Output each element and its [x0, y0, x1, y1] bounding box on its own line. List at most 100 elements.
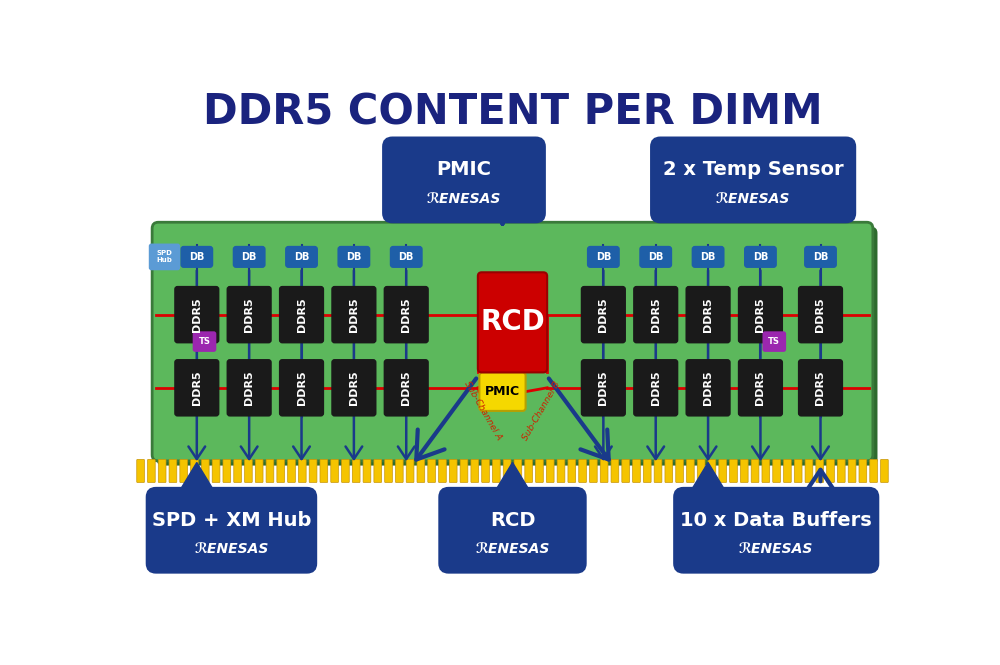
FancyBboxPatch shape: [331, 460, 338, 483]
Text: TS: TS: [768, 337, 780, 346]
FancyBboxPatch shape: [665, 460, 673, 483]
FancyBboxPatch shape: [764, 332, 785, 351]
FancyBboxPatch shape: [309, 460, 317, 483]
Text: DB: DB: [648, 252, 663, 262]
Polygon shape: [487, 221, 518, 222]
FancyBboxPatch shape: [460, 460, 468, 483]
Text: DDR5: DDR5: [816, 297, 826, 332]
Text: DDR5: DDR5: [651, 297, 661, 332]
Text: DB: DB: [700, 252, 716, 262]
Text: DDR5: DDR5: [598, 370, 608, 405]
Text: DDR5: DDR5: [816, 370, 826, 405]
Text: DDR5: DDR5: [349, 370, 359, 405]
FancyBboxPatch shape: [622, 460, 630, 483]
Text: DDR5: DDR5: [651, 370, 661, 405]
FancyBboxPatch shape: [255, 460, 263, 483]
FancyBboxPatch shape: [228, 287, 271, 342]
FancyBboxPatch shape: [332, 360, 375, 416]
Text: DDR5: DDR5: [297, 370, 307, 405]
Text: Sub-Channel B: Sub-Channel B: [521, 380, 562, 442]
FancyBboxPatch shape: [383, 138, 545, 222]
FancyBboxPatch shape: [697, 460, 705, 483]
FancyBboxPatch shape: [687, 360, 730, 416]
FancyBboxPatch shape: [320, 460, 328, 483]
FancyBboxPatch shape: [266, 460, 274, 483]
Text: DB: DB: [189, 252, 204, 262]
FancyBboxPatch shape: [799, 360, 842, 416]
Text: DDR5: DDR5: [703, 297, 713, 332]
FancyBboxPatch shape: [687, 287, 730, 342]
FancyBboxPatch shape: [363, 460, 371, 483]
FancyBboxPatch shape: [374, 460, 382, 483]
FancyBboxPatch shape: [773, 460, 780, 483]
FancyBboxPatch shape: [827, 460, 834, 483]
FancyBboxPatch shape: [245, 460, 252, 483]
Text: DDR5: DDR5: [244, 297, 254, 332]
Text: ℛENESAS: ℛENESAS: [739, 542, 813, 556]
FancyBboxPatch shape: [385, 287, 428, 342]
FancyBboxPatch shape: [687, 460, 694, 483]
FancyBboxPatch shape: [579, 460, 586, 483]
FancyBboxPatch shape: [439, 488, 586, 573]
Text: DDR5 CONTENT PER DIMM: DDR5 CONTENT PER DIMM: [203, 91, 822, 133]
FancyBboxPatch shape: [175, 360, 218, 416]
FancyBboxPatch shape: [640, 247, 671, 267]
Text: DDR5: DDR5: [755, 297, 765, 332]
FancyBboxPatch shape: [175, 287, 218, 342]
Text: DDR5: DDR5: [349, 297, 359, 332]
FancyBboxPatch shape: [859, 460, 867, 483]
FancyBboxPatch shape: [148, 460, 155, 483]
Text: DB: DB: [399, 252, 414, 262]
FancyBboxPatch shape: [568, 460, 576, 483]
FancyBboxPatch shape: [848, 460, 856, 483]
Polygon shape: [497, 462, 528, 488]
FancyBboxPatch shape: [740, 460, 748, 483]
FancyBboxPatch shape: [719, 460, 727, 483]
FancyBboxPatch shape: [643, 460, 651, 483]
FancyBboxPatch shape: [288, 460, 295, 483]
FancyBboxPatch shape: [762, 460, 770, 483]
FancyBboxPatch shape: [651, 138, 855, 222]
FancyBboxPatch shape: [471, 460, 479, 483]
Text: SPD
Hub: SPD Hub: [157, 251, 172, 263]
Text: RCD: RCD: [480, 309, 545, 336]
FancyBboxPatch shape: [228, 360, 271, 416]
FancyBboxPatch shape: [280, 360, 323, 416]
Text: Sub-Channel A: Sub-Channel A: [463, 380, 504, 442]
Text: DB: DB: [596, 252, 611, 262]
Text: DDR5: DDR5: [192, 370, 202, 405]
Text: ℛENESAS: ℛENESAS: [427, 192, 501, 205]
FancyBboxPatch shape: [676, 460, 683, 483]
FancyBboxPatch shape: [223, 460, 231, 483]
FancyBboxPatch shape: [158, 460, 166, 483]
Text: 2 x Temp Sensor: 2 x Temp Sensor: [663, 160, 843, 180]
FancyBboxPatch shape: [169, 460, 177, 483]
FancyBboxPatch shape: [234, 460, 241, 483]
FancyBboxPatch shape: [428, 460, 436, 483]
FancyBboxPatch shape: [708, 460, 716, 483]
FancyBboxPatch shape: [157, 227, 877, 466]
FancyBboxPatch shape: [482, 460, 489, 483]
Text: PMIC: PMIC: [485, 385, 520, 398]
FancyBboxPatch shape: [881, 460, 888, 483]
FancyBboxPatch shape: [391, 247, 422, 267]
Text: DDR5: DDR5: [598, 297, 608, 332]
Text: ℛENESAS: ℛENESAS: [194, 542, 269, 556]
FancyBboxPatch shape: [837, 460, 845, 483]
FancyBboxPatch shape: [751, 460, 759, 483]
FancyBboxPatch shape: [150, 245, 179, 269]
Polygon shape: [693, 462, 723, 488]
FancyBboxPatch shape: [286, 247, 317, 267]
FancyBboxPatch shape: [739, 360, 782, 416]
FancyBboxPatch shape: [582, 287, 625, 342]
FancyBboxPatch shape: [395, 460, 403, 483]
FancyBboxPatch shape: [794, 460, 802, 483]
Text: DDR5: DDR5: [755, 370, 765, 405]
Polygon shape: [181, 462, 212, 488]
FancyBboxPatch shape: [385, 460, 392, 483]
FancyBboxPatch shape: [234, 247, 265, 267]
FancyBboxPatch shape: [212, 460, 220, 483]
FancyBboxPatch shape: [557, 460, 565, 483]
FancyBboxPatch shape: [784, 460, 791, 483]
FancyBboxPatch shape: [152, 222, 873, 461]
